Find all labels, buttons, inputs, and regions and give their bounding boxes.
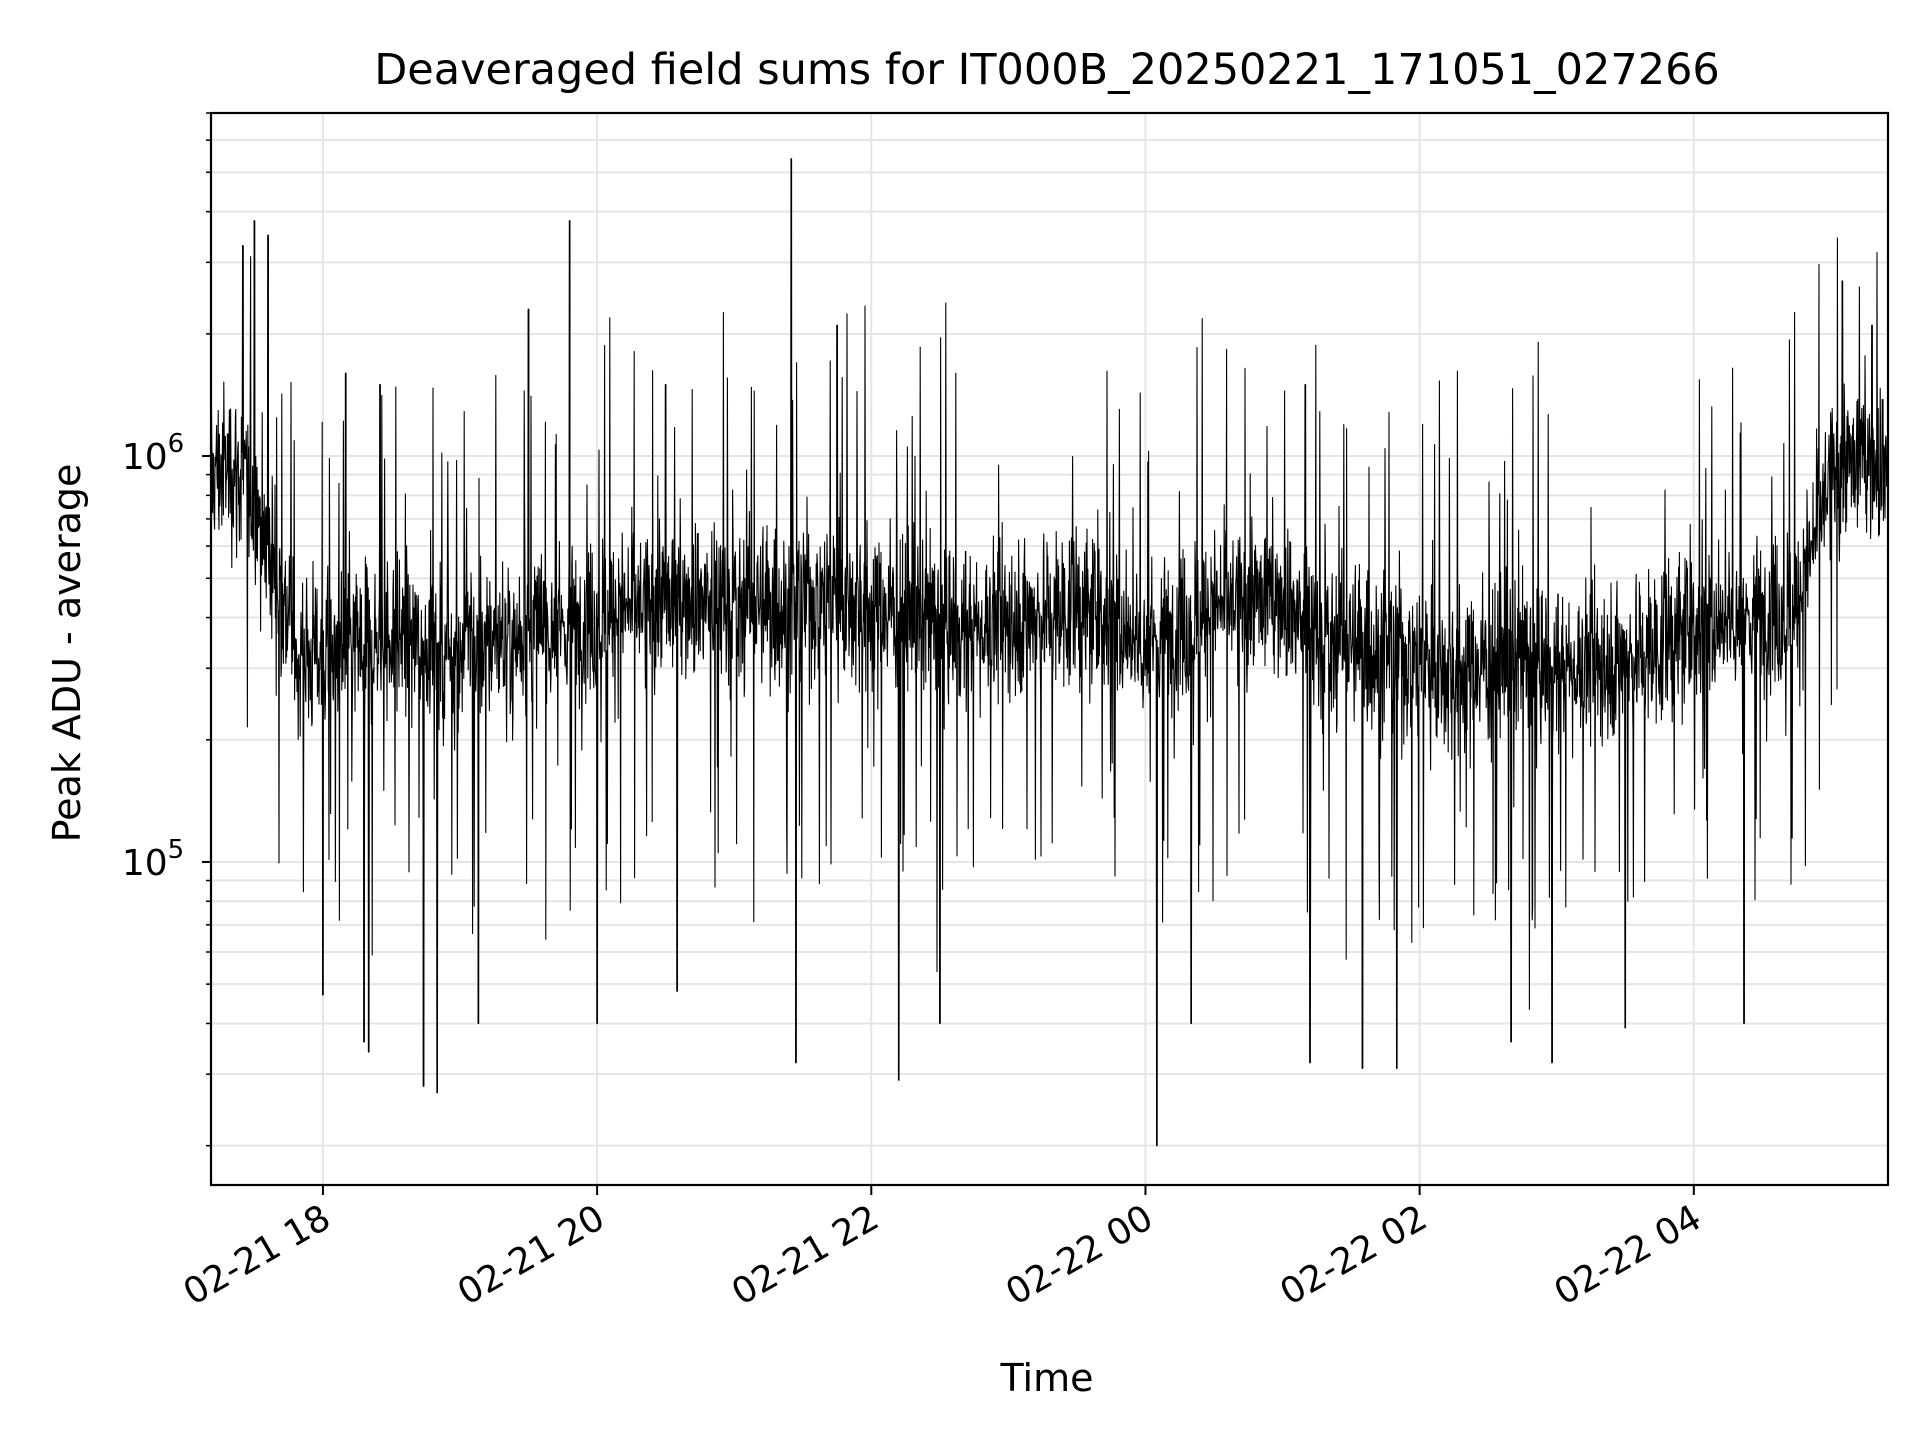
series-line-layer [210, 158, 1889, 1147]
y-tick-label-base: 10 [122, 843, 168, 884]
y-axis-label: Peak ADU - average [45, 464, 89, 843]
y-tick-label-exponent: 5 [168, 835, 185, 865]
y-tick-label-base: 10 [122, 437, 168, 478]
series-line [210, 158, 1889, 1147]
y-tick-label: 105 [122, 835, 184, 884]
chart-title: Deaveraged field sums for IT000B_2025022… [374, 45, 1720, 95]
y-tick-label: 106 [122, 429, 184, 478]
plot-frame [209, 111, 1890, 1187]
y-tick-label-exponent: 6 [168, 429, 185, 459]
x-axis-label: Time [1000, 1356, 1094, 1400]
